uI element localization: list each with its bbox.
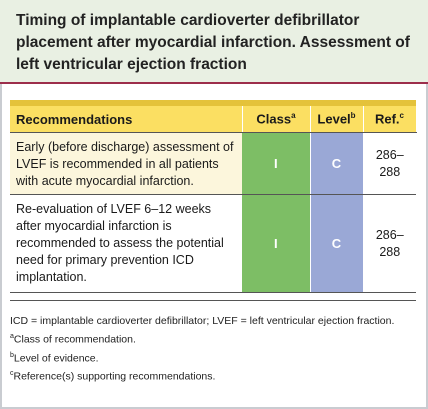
footnotes: ICD = implantable cardioverter defibrill… xyxy=(10,300,416,385)
ref-text: 286–288 xyxy=(375,147,404,179)
table-row: Re-evaluation of LVEF 6–12 weeks after m… xyxy=(10,194,416,293)
recommendation-text: Re-evaluation of LVEF 6–12 weeks after m… xyxy=(10,194,242,293)
title-panel: Timing of implantable cardioverter defib… xyxy=(0,0,428,84)
header-ref: Ref.c xyxy=(363,106,417,133)
footnote-c-mark: c xyxy=(10,370,14,377)
class-cell: I xyxy=(242,194,311,293)
footnote-abbreviations: ICD = implantable cardioverter defibrill… xyxy=(10,315,395,327)
table-row: Early (before discharge) assessment of L… xyxy=(10,132,416,195)
ref-cell: 286–288 xyxy=(363,132,416,195)
ref-text: 286–288 xyxy=(375,227,404,259)
box-title: Timing of implantable cardioverter defib… xyxy=(16,12,410,73)
header-class: Classa xyxy=(242,106,311,133)
footnote-b: bLevel of evidence. xyxy=(10,351,99,365)
footnote-a-mark: a xyxy=(10,333,14,340)
recommendation-text: Early (before discharge) assessment of L… xyxy=(10,132,242,195)
footnote-b-mark: b xyxy=(10,351,14,359)
table-header-row: Recommendations Classa Levelb Ref.c xyxy=(10,106,417,133)
recommendations-table: Recommendations Classa Levelb Ref.c Earl… xyxy=(10,106,417,293)
header-recommendations: Recommendations xyxy=(10,106,243,133)
header-ref-sup: c xyxy=(399,111,404,121)
footnote-a: aClass of recommendation. xyxy=(10,333,136,346)
header-class-sup: a xyxy=(291,111,296,121)
level-cell: C xyxy=(310,132,364,195)
level-cell: C xyxy=(310,194,364,293)
table-top-bar xyxy=(10,100,416,106)
footnote-c: cReference(s) supporting recommendations… xyxy=(10,370,216,383)
recommendations-table-wrap: Recommendations Classa Levelb Ref.c Earl… xyxy=(10,100,417,293)
header-level-sup: b xyxy=(350,111,356,121)
ref-cell: 286–288 xyxy=(363,194,416,293)
header-level: Levelb xyxy=(310,106,364,133)
class-cell: I xyxy=(242,132,311,195)
